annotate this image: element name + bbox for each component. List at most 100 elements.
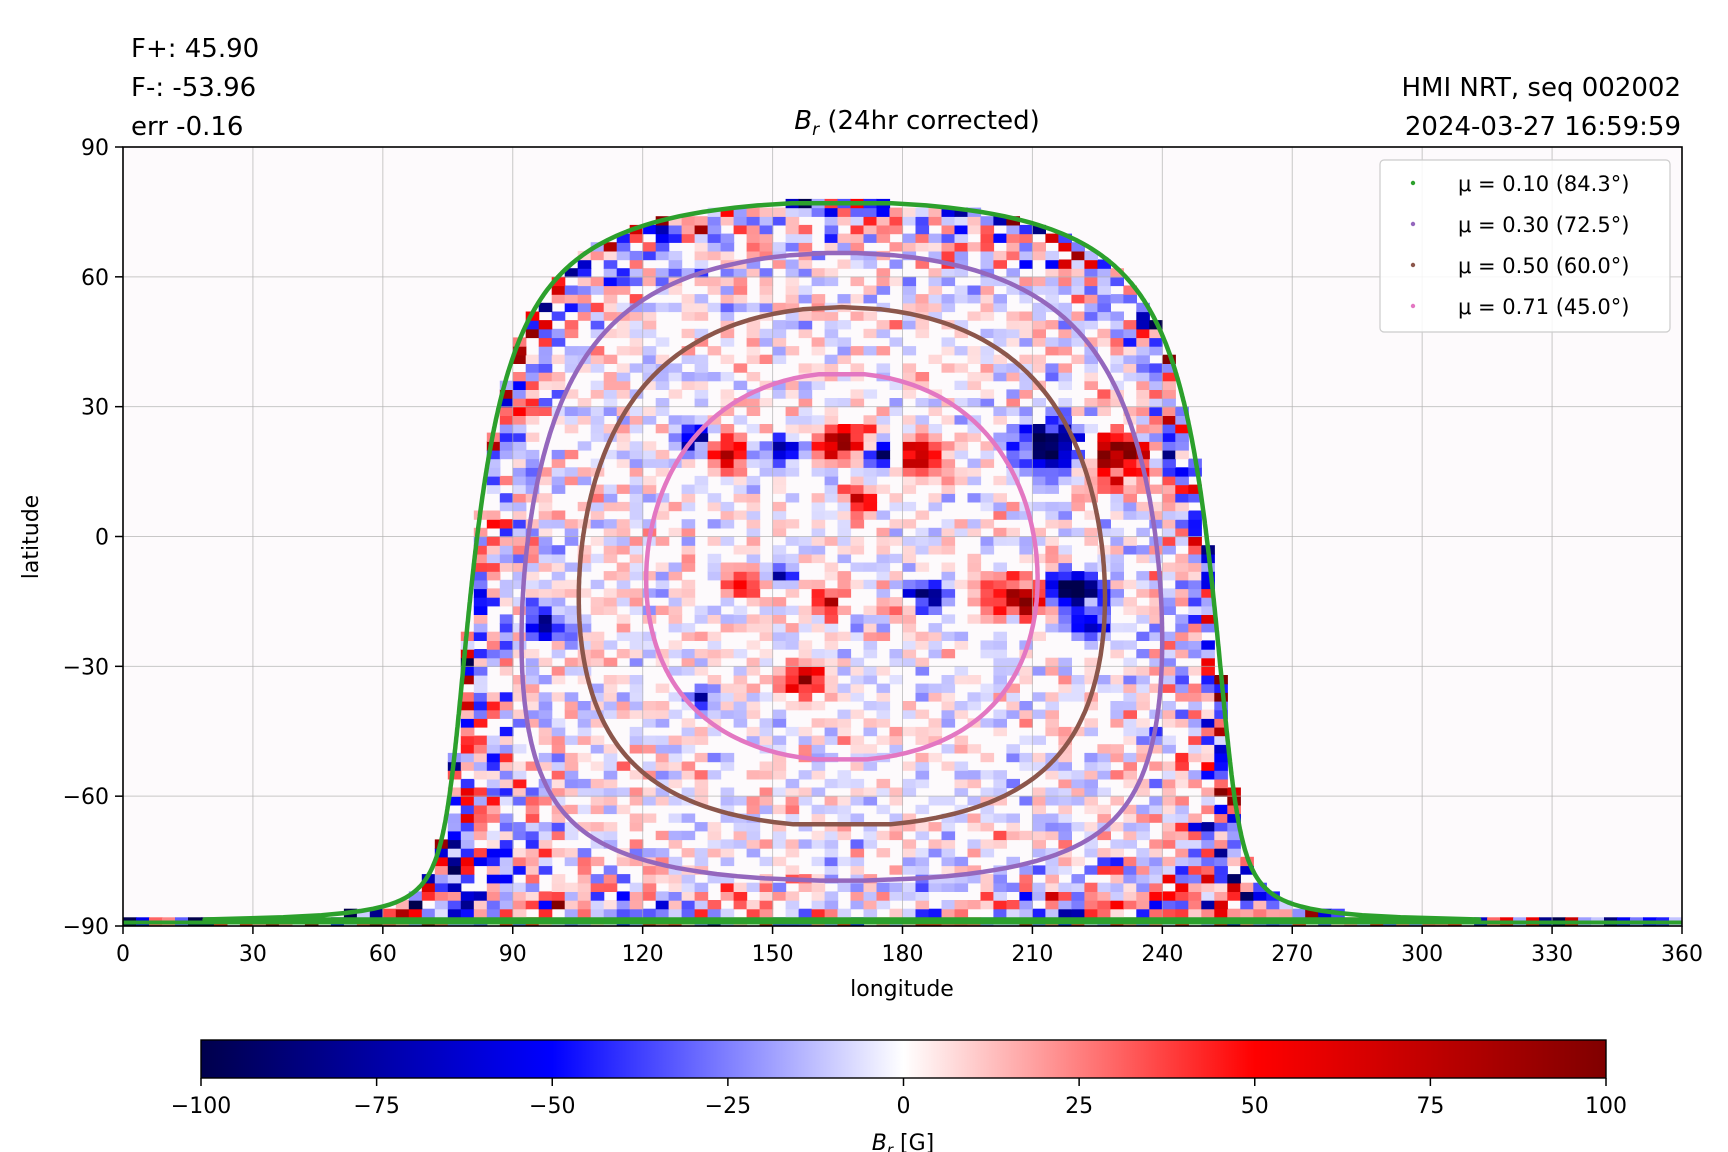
heatmap-cell-1646 — [1162, 597, 1176, 607]
heatmap-cell-2290 — [980, 449, 995, 460]
heatmap-cell-189 — [538, 900, 553, 910]
heatmap-cell-908 — [863, 761, 878, 771]
heatmap-cell-2881 — [798, 294, 813, 304]
heatmap-cell-2529 — [564, 389, 579, 399]
heatmap-cell-2276 — [772, 449, 787, 460]
heatmap-cell-555 — [1084, 839, 1098, 849]
heatmap-cell-1392 — [720, 649, 735, 659]
heatmap-cell-962 — [1201, 752, 1215, 763]
heatmap-cell-325 — [928, 882, 943, 892]
heatmap-cell-2645 — [1084, 363, 1098, 373]
heatmap-cell-427 — [1136, 865, 1150, 875]
heatmap-cell-2335 — [1019, 441, 1033, 451]
heatmap-cell-1402 — [928, 649, 943, 659]
heatmap-cell-379 — [980, 874, 995, 884]
heatmap-cell-171 — [1240, 908, 1254, 918]
heatmap-cell-343 — [1188, 882, 1202, 892]
heatmap-cell-1224 — [1175, 692, 1189, 702]
heatmap-cell-1421 — [590, 640, 605, 650]
heatmap-cell-755 — [967, 796, 982, 806]
heatmap-cell-1731 — [1058, 579, 1072, 590]
heatmap-cell-2104 — [551, 484, 566, 494]
heatmap-cell-1052 — [902, 726, 917, 737]
heatmap-cell-2524 — [1162, 398, 1176, 408]
heatmap-cell-2562 — [655, 380, 670, 390]
heatmap-cell-1650 — [473, 588, 488, 598]
heatmap-cell-2998 — [668, 259, 683, 269]
heatmap-cell-2153 — [915, 475, 930, 486]
heatmap-cell-798 — [889, 787, 904, 797]
legend-box — [1379, 159, 1671, 333]
heatmap-cell-2945 — [785, 276, 800, 287]
heatmap-cell-2331 — [954, 441, 969, 451]
heatmap-cell-2122 — [1032, 484, 1046, 494]
heatmap-cell-3140 — [733, 216, 748, 226]
heatmap-cell-540 — [772, 839, 787, 849]
heatmap-cell-2779 — [720, 320, 735, 330]
heatmap-cell-1529 — [577, 614, 592, 624]
heatmap-cell-2387 — [564, 424, 579, 434]
heatmap-cell-2021 — [1006, 510, 1020, 520]
heatmap-cell-296 — [447, 882, 462, 892]
heatmap-cell-2505 — [798, 398, 813, 408]
heatmap-cell-2265 — [616, 449, 631, 460]
heatmap-cell-829 — [837, 778, 852, 789]
heatmap-cell-971 — [603, 744, 618, 754]
heatmap-cell-1626 — [824, 597, 839, 607]
heatmap-cell-2601 — [837, 372, 852, 382]
heatmap-cell-3069 — [902, 242, 917, 252]
heatmap-cell-2713 — [551, 337, 566, 347]
heatmap-cell-2111 — [694, 484, 709, 494]
heatmap-cell-1416 — [499, 640, 514, 650]
heatmap-cell-515 — [1097, 848, 1111, 858]
heatmap-cell-2479 — [928, 406, 943, 416]
heatmap-cell-161 — [1097, 908, 1111, 918]
heatmap-cell-2984 — [928, 268, 943, 278]
heatmap-cell-1035 — [460, 726, 475, 737]
heatmap-cell-1245 — [837, 683, 852, 693]
heatmap-cell-305 — [603, 882, 618, 892]
heatmap-cell-241 — [460, 891, 475, 901]
heatmap-cell-1588 — [889, 605, 904, 615]
heatmap-cell-1965 — [1188, 527, 1202, 538]
heatmap-cell-2547 — [1019, 389, 1033, 399]
heatmap-cell-1744 — [512, 571, 527, 581]
heatmap-cell-836 — [993, 778, 1007, 789]
heatmap-cell-1362 — [850, 657, 865, 667]
heatmap-cell-916 — [1058, 761, 1072, 771]
heatmap-cell-384 — [1110, 874, 1124, 884]
heatmap-cell-2201 — [1032, 467, 1046, 477]
heatmap-cell-1013 — [759, 735, 774, 745]
heatmap-cell-2256 — [1162, 458, 1176, 468]
heatmap-cell-1622 — [746, 597, 761, 607]
heatmap-cell-1681 — [1019, 588, 1033, 598]
heatmap-cell-1685 — [1071, 588, 1085, 598]
heatmap-cell-1643 — [1110, 597, 1124, 607]
heatmap-cell-2704 — [1045, 346, 1059, 356]
heatmap-cell-2431 — [616, 415, 631, 425]
heatmap-cell-2016 — [850, 510, 865, 520]
heatmap-cell-2806 — [590, 311, 605, 321]
heatmap-cell-285 — [1162, 891, 1176, 901]
heatmap-cell-1746 — [551, 571, 566, 581]
heatmap-cell-1602 — [1123, 605, 1137, 615]
heatmap-cell-391 — [1201, 874, 1215, 884]
heatmap-cell-1792 — [655, 562, 670, 572]
heatmap-cell-335 — [1071, 882, 1085, 892]
heatmap-cell-2506 — [824, 398, 839, 408]
heatmap-cell-2900 — [1123, 294, 1137, 304]
heatmap-cell-2038 — [603, 501, 618, 512]
heatmap-cell-2909 — [707, 285, 722, 295]
heatmap-cell-3081 — [616, 233, 631, 243]
heatmap-cell-1640 — [1071, 597, 1085, 607]
heatmap-cell-1502 — [772, 623, 787, 633]
heatmap-cell-1995 — [1058, 519, 1072, 529]
heatmap-cell-2765 — [1058, 328, 1072, 339]
heatmap-cell-2447 — [941, 415, 956, 425]
heatmap-cell-3135 — [668, 216, 683, 226]
heatmap-cell-2348 — [512, 432, 527, 442]
heatmap-cell-1519 — [1149, 623, 1163, 633]
heatmap-cell-470 — [1123, 856, 1137, 867]
heatmap-cell-1572 — [629, 605, 644, 615]
heatmap-cell-1683 — [1045, 588, 1059, 598]
